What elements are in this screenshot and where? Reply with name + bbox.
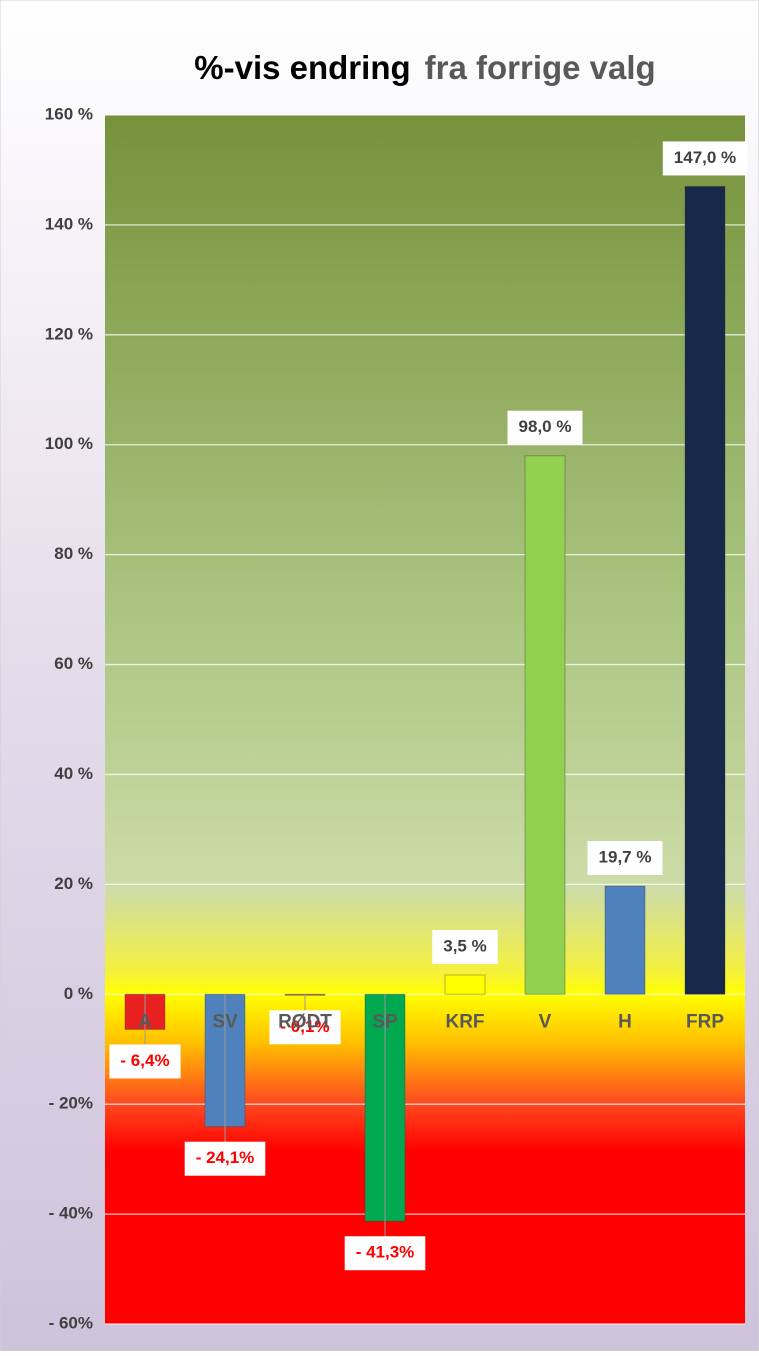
y-tick-label: 120 %: [45, 324, 93, 343]
y-tick-label: 0 %: [64, 984, 93, 1003]
y-tick-label: 160 %: [45, 104, 93, 123]
value-label: - 6,4%: [120, 1051, 169, 1070]
y-tick-label: 20 %: [54, 874, 93, 893]
y-tick-label: - 60%: [49, 1313, 93, 1332]
chart-title: %-vis endring fra forrige valg: [194, 49, 655, 86]
value-label: - 24,1%: [196, 1148, 255, 1167]
value-label-box: [587, 841, 663, 876]
subtitle: fra forrige valg: [425, 49, 656, 86]
value-label: 19,7 %: [599, 847, 652, 866]
value-label: 98,0 %: [519, 417, 572, 436]
title: %-vis endring: [194, 49, 410, 86]
value-label-box: [507, 410, 583, 445]
value-label: 147,0 %: [674, 148, 736, 167]
y-tick-label: 100 %: [45, 434, 93, 453]
value-label: 3,5 %: [443, 937, 486, 956]
bar: [524, 455, 566, 995]
bar: [684, 185, 726, 995]
x-tick-label: RØDT: [278, 1011, 332, 1032]
x-tick-label: A: [138, 1011, 152, 1032]
value-label-box: [432, 930, 498, 965]
value-label-box: [269, 1010, 341, 1045]
y-tick-label: - 40%: [49, 1204, 93, 1223]
x-tick-label: V: [539, 1011, 552, 1032]
y-tick-label: 140 %: [45, 214, 93, 233]
y-tick-label: 60 %: [54, 654, 93, 673]
value-label-box: [184, 1141, 266, 1176]
x-tick-label: SP: [372, 1011, 398, 1032]
x-tick-label: FRP: [686, 1011, 724, 1032]
x-tick-label: H: [618, 1011, 632, 1032]
value-label-box: [344, 1236, 426, 1271]
value-label: - 0,1%: [280, 1017, 329, 1036]
y-tick-label: - 20%: [49, 1094, 93, 1113]
bar: [604, 885, 646, 995]
value-label-box: [109, 1044, 181, 1079]
bar: [444, 974, 486, 995]
value-label-box: [662, 141, 748, 176]
value-label: - 41,3%: [356, 1243, 415, 1262]
x-tick-label: KRF: [445, 1011, 484, 1032]
y-tick-label: 40 %: [54, 764, 93, 783]
y-tick-label: 80 %: [54, 544, 93, 563]
x-tick-label: SV: [212, 1011, 238, 1032]
